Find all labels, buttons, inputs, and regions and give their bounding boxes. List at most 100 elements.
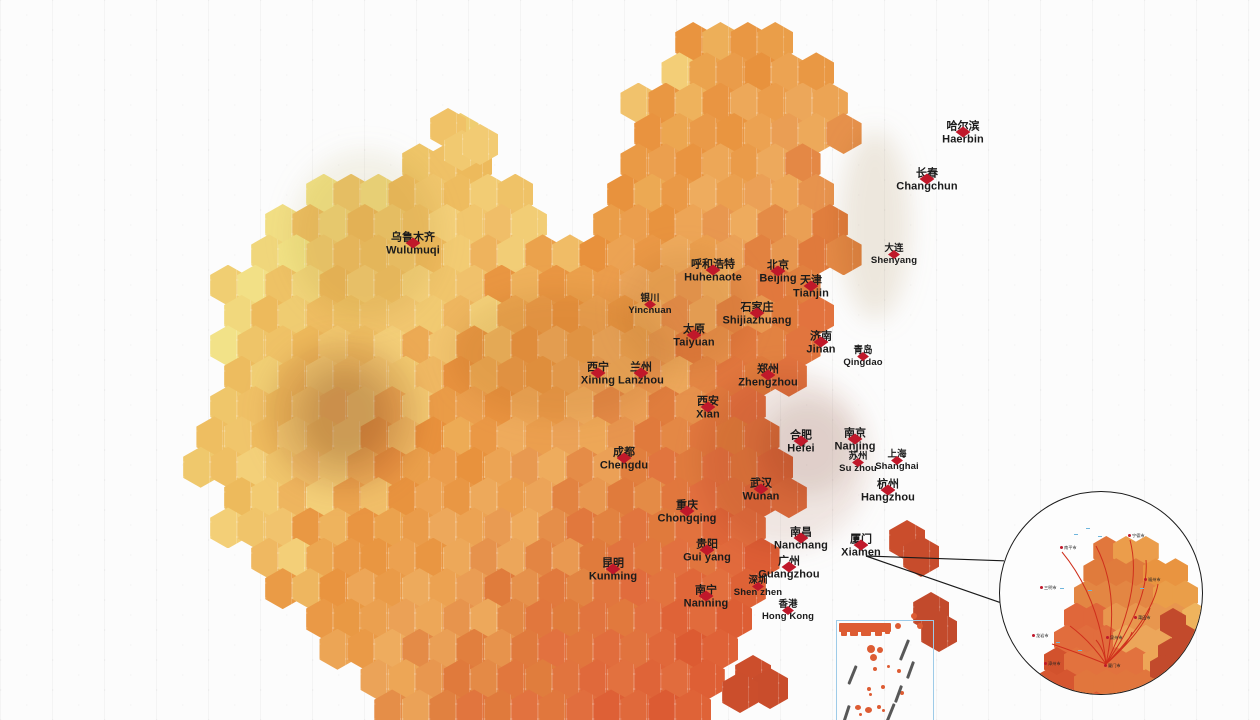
island-marker bbox=[900, 691, 904, 695]
city-marker-jinan[interactable]: 济南 Jinan bbox=[806, 331, 835, 356]
city-marker-nanjing[interactable]: 南京 Nanjing bbox=[834, 428, 875, 453]
city-marker-yinchuan[interactable]: 银川 Yinchuan bbox=[628, 294, 671, 316]
hex-tile bbox=[1063, 691, 1090, 694]
inset-water-accent bbox=[1086, 528, 1090, 529]
city-marker-haerbin[interactable]: 哈尔滨 Haerbin bbox=[942, 121, 984, 146]
city-marker-shenyang[interactable]: 大连 Shenyang bbox=[871, 244, 917, 266]
city-marker-shen-zhen[interactable]: 深圳 Shen zhen bbox=[734, 576, 782, 598]
city-name-cn: 银川 bbox=[640, 293, 660, 304]
inset-city-dot bbox=[1134, 616, 1137, 619]
city-marker-chongqing[interactable]: 重庆 Chongqing bbox=[658, 500, 717, 525]
inset-water-accent bbox=[1074, 534, 1078, 535]
city-name-en: Huhehaote bbox=[684, 271, 742, 284]
city-name-cn: 重庆 bbox=[676, 498, 698, 512]
city-marker-taiyuan[interactable]: 太原 Taiyuan bbox=[673, 324, 714, 349]
map-pin-icon bbox=[955, 126, 971, 138]
city-marker-nanchang[interactable]: 南昌 Nanchang bbox=[774, 527, 828, 552]
inset-city-dot bbox=[1104, 664, 1107, 667]
city-name-en: Su zhou bbox=[839, 463, 877, 474]
hex-tile bbox=[1162, 691, 1189, 694]
inset-city-label: 三明市 bbox=[1044, 585, 1057, 590]
city-name-en: Qingdao bbox=[843, 357, 883, 368]
city-name-cn: 广州 bbox=[777, 554, 800, 568]
city-marker-xiamen[interactable]: 厦门 Xiamen bbox=[841, 534, 881, 559]
hex-tile bbox=[757, 22, 794, 63]
city-marker-shanghai[interactable]: 上海 Shanghai bbox=[875, 450, 919, 472]
hex-tile bbox=[1103, 691, 1130, 694]
city-name-cn: 武汉 bbox=[750, 476, 772, 490]
island-marker bbox=[867, 687, 871, 691]
city-marker-xining[interactable]: 西宁 Xining bbox=[581, 362, 615, 387]
city-name-cn: 济南 bbox=[809, 329, 832, 343]
south-china-sea-inset bbox=[836, 613, 934, 720]
city-name-cn: 上海 bbox=[887, 449, 907, 460]
map-pin-icon bbox=[919, 173, 935, 185]
city-name-cn: 郑州 bbox=[757, 362, 779, 376]
city-marker-hong-kong[interactable]: 香港 Hong Kong bbox=[762, 600, 814, 622]
city-marker-kunming[interactable]: 昆明 Kunming bbox=[589, 558, 637, 583]
city-name-en: Shen zhen bbox=[733, 587, 783, 598]
city-marker-hangzhou[interactable]: 杭州 Hangzhou bbox=[861, 479, 915, 504]
city-marker-qingdao[interactable]: 青岛 Qingdao bbox=[843, 346, 882, 368]
city-marker-tianjin[interactable]: 天津 Tianjin bbox=[793, 275, 829, 300]
city-marker-beijing[interactable]: 北京 Beijing bbox=[759, 260, 796, 285]
city-name-en: Xining bbox=[580, 374, 616, 387]
inset-city-dot bbox=[1106, 636, 1109, 639]
city-marker-hefei[interactable]: 合肥 Hefei bbox=[787, 430, 814, 455]
city-name-cn: 南京 bbox=[843, 426, 866, 440]
city-marker-wulumuqi[interactable]: 乌鲁木齐 Wulumuqi bbox=[386, 232, 440, 257]
island-marker bbox=[841, 631, 847, 636]
hex-tile bbox=[1182, 602, 1202, 633]
city-name-en: Yinchuan bbox=[628, 305, 672, 316]
island-marker bbox=[917, 623, 923, 629]
map-pin-icon bbox=[781, 561, 797, 573]
island-marker bbox=[895, 623, 901, 629]
city-marker-xian[interactable]: 西安 Xian bbox=[696, 396, 720, 421]
city-name-cn: 香港 bbox=[778, 599, 798, 610]
city-marker-gui-yang[interactable]: 贵阳 Gui yang bbox=[683, 539, 731, 564]
city-marker-nanning[interactable]: 南宁 Nanning bbox=[684, 585, 729, 610]
boundary-dash bbox=[842, 704, 851, 720]
island-marker bbox=[865, 707, 872, 713]
map-pin-icon bbox=[856, 352, 869, 361]
boundary-dash bbox=[885, 703, 896, 720]
city-name-cn: 西宁 bbox=[587, 360, 609, 374]
city-name-en: Nanjing bbox=[834, 440, 876, 453]
inset-city-label: 漳州市 bbox=[1048, 661, 1061, 666]
hex-tile bbox=[1083, 691, 1110, 694]
boundary-dash bbox=[898, 639, 911, 661]
city-name-en: Wuhan bbox=[742, 490, 780, 503]
city-marker-su-zhou[interactable]: 苏州 Su zhou bbox=[839, 452, 877, 474]
city-name-cn: 石家庄 bbox=[740, 300, 774, 314]
city-marker-chengdu[interactable]: 成都 Chengdu bbox=[600, 447, 648, 472]
city-marker-huhehaote[interactable]: 呼和浩特 Huhehaote bbox=[684, 259, 742, 284]
city-name-cn: 呼和浩特 bbox=[691, 257, 735, 271]
city-name-cn: 合肥 bbox=[790, 428, 812, 442]
city-name-en: Zhengzhou bbox=[738, 376, 798, 389]
city-marker-wuhan[interactable]: 武汉 Wuhan bbox=[743, 478, 780, 503]
inset-water-accent bbox=[1140, 588, 1144, 589]
inset-city-dot bbox=[1044, 662, 1047, 665]
hex-tile bbox=[1192, 669, 1202, 694]
city-marker-shijiazhuang[interactable]: 石家庄 Shijiazhuang bbox=[722, 302, 791, 327]
connection-arcs bbox=[1051, 539, 1159, 665]
inset-city-label: 福州市 bbox=[1148, 577, 1161, 582]
city-name-cn: 青岛 bbox=[853, 345, 873, 356]
island-marker bbox=[850, 631, 858, 636]
city-name-en: Hong Kong bbox=[761, 611, 815, 622]
city-marker-zhengzhou[interactable]: 郑州 Zhengzhou bbox=[738, 364, 798, 389]
magnifier-circle[interactable]: 南平市 宁德市 三明市 福州市 莆田市 泉州市 龙岩市 漳州市 厦门市 bbox=[999, 491, 1203, 695]
city-name-en: Chengdu bbox=[599, 459, 649, 472]
island-marker bbox=[877, 647, 883, 653]
hex-tile bbox=[182, 446, 219, 488]
inset-water-accent bbox=[1060, 588, 1064, 589]
inset-city-dot bbox=[1060, 546, 1063, 549]
island-marker bbox=[887, 665, 890, 668]
city-marker-lanzhou[interactable]: 兰州 Lanzhou bbox=[618, 362, 664, 387]
inset-city-label: 莆田市 bbox=[1138, 615, 1151, 620]
city-name-en: Beijing bbox=[759, 272, 797, 285]
city-marker-guangzhou[interactable]: 广州 Guangzhou bbox=[758, 556, 819, 581]
city-marker-changchun[interactable]: 长春 Changchun bbox=[896, 168, 957, 193]
island-marker bbox=[911, 613, 917, 619]
